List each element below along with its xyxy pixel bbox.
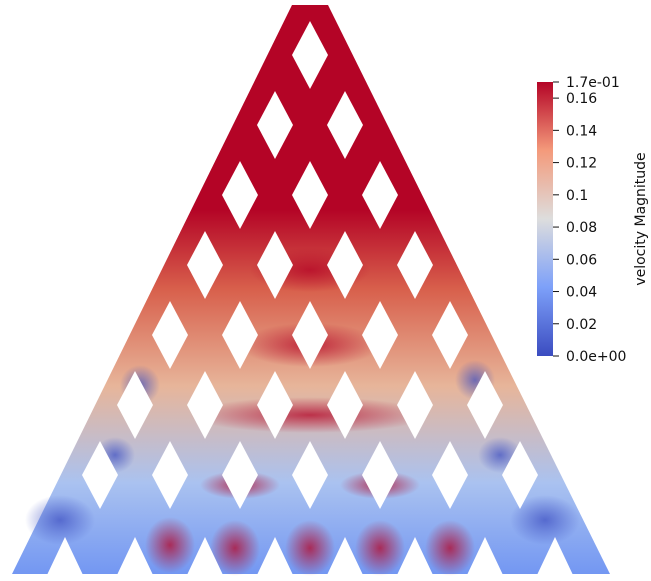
lattice-hole [397, 371, 433, 439]
colorbar-tick-label: 0.1 [566, 188, 588, 204]
lattice-hole [362, 441, 398, 509]
lattice-hole [362, 301, 398, 369]
colorbar-tick-label: 0.0e+00 [566, 349, 626, 365]
lattice-hole [327, 231, 363, 299]
lattice-hole [327, 371, 363, 439]
lattice-hole [82, 441, 118, 509]
lattice-hole [292, 301, 328, 369]
lattice-hole [222, 301, 258, 369]
lattice-hole [397, 231, 433, 299]
colorbar-legend: 1.7e-010.16 0.14 0.12 0.1 0.08 0.06 0.04 0.02 0.… [537, 75, 649, 365]
lattice-hole [257, 91, 293, 159]
base-arch [327, 537, 363, 575]
lattice-hole [117, 371, 153, 439]
lattice-hole [362, 161, 398, 229]
base-arch [537, 537, 573, 575]
colorbar-ticks: 1.7e-010.16 0.14 0.12 0.1 0.08 0.06 0.04 0.02 0.… [553, 75, 626, 365]
colorbar-tick-label: 0.08 [566, 220, 597, 236]
colorbar-tick-label: 0.06 [566, 252, 597, 268]
colorbar-title: velocity Magnitude [633, 152, 649, 285]
lattice-hole [222, 441, 258, 509]
lattice-hole [432, 441, 468, 509]
lattice-holes [82, 21, 538, 509]
lattice-hole [257, 231, 293, 299]
lattice-hole [222, 161, 258, 229]
lattice-hole [152, 301, 188, 369]
base-arch [187, 537, 223, 575]
colorbar-tick-label: 0.02 [566, 317, 597, 333]
lattice-hole [432, 301, 468, 369]
lattice-hole [292, 21, 328, 89]
colorbar-tick-label: 1.7e-01 [566, 75, 620, 91]
lattice-hole [502, 441, 538, 509]
lattice-hole [292, 441, 328, 509]
base-arch [257, 537, 293, 575]
lattice-hole [152, 441, 188, 509]
lattice-hole [187, 231, 223, 299]
lattice-hole [467, 371, 503, 439]
colorbar-tick-label: 0.14 [566, 123, 597, 139]
lattice-hole [187, 371, 223, 439]
colorbar-gradient [537, 82, 553, 356]
colorbar-tick-label: 0.04 [566, 285, 597, 301]
lattice-domain [12, 5, 610, 576]
lattice-hole [292, 161, 328, 229]
velocity-hotspots [25, 248, 580, 576]
base-arch [47, 537, 83, 575]
base-arch [397, 537, 433, 575]
lattice-hole [257, 371, 293, 439]
lattice-hole [327, 91, 363, 159]
colorbar-tick-label: 0.16 [566, 91, 597, 107]
base-arch [467, 537, 503, 575]
base-arch [117, 537, 153, 575]
colorbar-tick-label: 0.12 [566, 156, 597, 172]
bottom-arches [47, 537, 573, 575]
